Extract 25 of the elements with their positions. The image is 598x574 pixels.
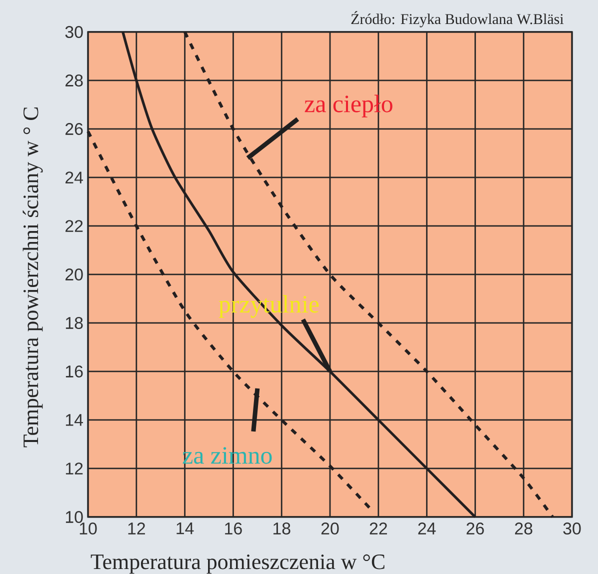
x-tick-label: 30	[563, 522, 581, 535]
y-tick-label: 28	[66, 74, 83, 86]
x-tick-label: 28	[515, 522, 532, 535]
x-tick-label: 12	[128, 522, 145, 534]
x-tick-label: 20	[321, 522, 339, 535]
x-tick-label: 24	[418, 522, 436, 534]
y-tick-label: 16	[66, 365, 83, 378]
y-tick-label: 24	[66, 172, 83, 184]
y-tick-label: 14	[66, 414, 83, 426]
y-tick-label: 26	[66, 122, 83, 135]
x-tick-label: 18	[273, 522, 290, 535]
y-tick-label: 12	[66, 462, 83, 474]
x-tick-label: 16	[225, 522, 242, 535]
x-tick-label: 14	[176, 522, 194, 534]
y-tick-label: 30	[65, 26, 83, 38]
x-tick-label: 10	[80, 522, 97, 535]
text: Źródło: Fizyka Budowlana W.Bläsi	[351, 11, 564, 28]
y-tick-label: 22	[66, 220, 83, 232]
x-tick-label: 22	[370, 522, 387, 534]
y-tick-label: 18	[66, 316, 83, 329]
y-tick-label: 10	[66, 510, 83, 523]
y-tick-label: 20	[66, 268, 83, 280]
y-axis-title: Temperatura powierzchni ściany w ° C	[22, 107, 43, 448]
x-axis-title: Temperatura pomieszczenia w °C	[90, 554, 384, 574]
x-tick-label: 26	[466, 522, 484, 535]
